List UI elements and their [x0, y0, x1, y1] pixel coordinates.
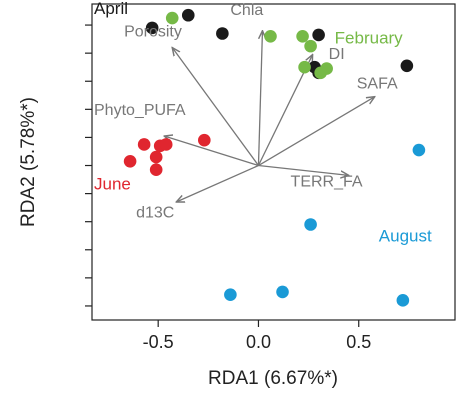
vector-label-phyto_pufa: Phyto_PUFA [94, 102, 186, 119]
vector-arrow-chla [257, 31, 262, 166]
plot-frame [91, 3, 456, 321]
x-tick-label: 0.0 [246, 332, 271, 352]
point-june [159, 138, 173, 151]
point-august [224, 288, 237, 302]
point-june [149, 150, 163, 164]
x-tick-label: 0.5 [346, 332, 371, 352]
point-june [198, 133, 211, 147]
vector-label-safa: SAFA [357, 75, 398, 92]
group-label-february: February [335, 28, 404, 47]
vector-arrow-safa [258, 97, 374, 167]
vector-arrow-d13c [176, 164, 259, 203]
point-february [314, 66, 327, 80]
point-february [296, 30, 309, 43]
point-june [123, 154, 137, 168]
point-february [304, 39, 317, 53]
y-axis-title: RDA2 (5.78%*) [18, 97, 39, 227]
point-april [312, 28, 325, 42]
vector-label-di: DI [329, 46, 345, 63]
group-label-august: August [379, 226, 432, 245]
point-april [400, 59, 414, 73]
group-label-april: April [94, 0, 128, 18]
point-april [181, 8, 195, 22]
x-tick-label: -0.5 [143, 332, 174, 352]
x-axis-title: RDA1 (6.67%*) [208, 368, 338, 389]
point-april [216, 27, 229, 40]
point-february [298, 60, 311, 74]
group-label-june: June [94, 174, 131, 193]
point-august [276, 285, 289, 299]
vector-label-d13c: d13C [136, 204, 174, 221]
point-august [396, 294, 410, 307]
vector-label-porosity: Porosity [124, 23, 182, 40]
point-february [264, 30, 277, 43]
vector-label-chla: Chla [230, 2, 263, 19]
vector-arrow-porosity [172, 48, 259, 166]
point-february [165, 11, 179, 25]
vector-label-terr_fa: TERR_FA [291, 174, 363, 191]
point-june [149, 163, 163, 177]
point-june [137, 138, 151, 151]
vector-arrow-phyto_pufa [164, 136, 259, 167]
point-august [412, 143, 426, 157]
point-april [145, 21, 159, 35]
vector-arrow-terr_fa [258, 164, 348, 176]
point-august [304, 218, 317, 231]
